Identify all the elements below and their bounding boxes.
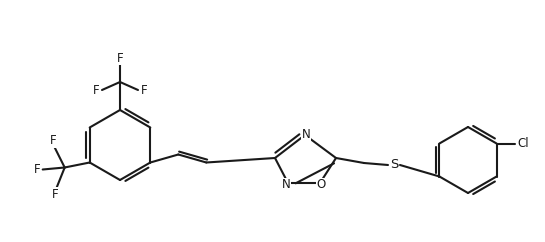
Text: Cl: Cl xyxy=(518,137,529,150)
Text: F: F xyxy=(51,188,58,201)
Text: F: F xyxy=(93,83,99,97)
Text: F: F xyxy=(117,52,123,65)
Text: S: S xyxy=(390,159,398,172)
Text: O: O xyxy=(317,179,325,191)
Text: F: F xyxy=(33,163,40,176)
Text: N: N xyxy=(301,128,310,141)
Text: F: F xyxy=(141,83,147,97)
Text: N: N xyxy=(282,179,290,191)
Text: F: F xyxy=(50,134,56,147)
